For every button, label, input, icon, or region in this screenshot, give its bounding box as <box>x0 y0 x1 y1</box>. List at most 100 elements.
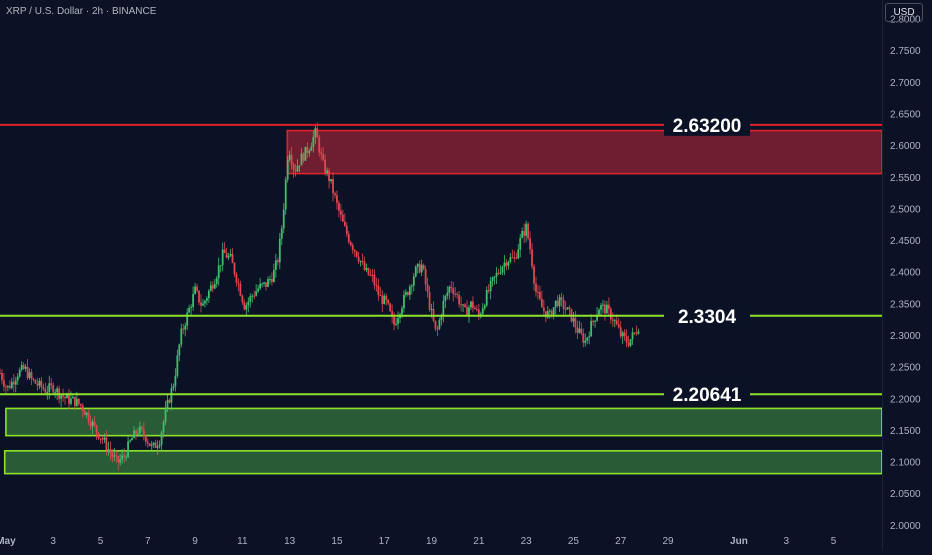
candle-body <box>91 421 94 427</box>
candle-body <box>131 438 133 441</box>
currency-button[interactable]: USD <box>885 3 923 22</box>
candle-body <box>615 320 618 325</box>
candle-body <box>568 307 571 309</box>
candle-body <box>375 284 378 286</box>
x-tick-label: 3 <box>50 536 56 547</box>
candle-body <box>556 300 559 307</box>
candle-body <box>273 269 275 282</box>
candle-body <box>606 304 608 314</box>
x-tick-label: 21 <box>473 536 485 547</box>
candle-body <box>393 316 396 325</box>
candle-body <box>180 328 183 345</box>
candle-body <box>318 137 321 153</box>
candle-body <box>150 444 153 446</box>
candle-body <box>166 399 169 409</box>
candle-body <box>414 266 417 277</box>
candle-body <box>259 283 262 289</box>
candle-body <box>446 292 449 296</box>
candle-body <box>357 256 360 262</box>
candle-body <box>20 364 23 370</box>
y-tick-label: 2.6000 <box>890 141 921 152</box>
candle-body <box>190 307 193 309</box>
candle-body <box>529 238 531 250</box>
y-tick-label: 2.7000 <box>890 78 921 89</box>
candle-body <box>42 387 45 389</box>
candle-body <box>188 307 191 313</box>
candle-body <box>607 304 610 309</box>
candle-body <box>424 269 427 285</box>
candle-body <box>338 202 340 211</box>
y-tick-label: 2.4500 <box>890 236 921 247</box>
candle-body <box>133 430 135 439</box>
candle-body <box>604 304 606 314</box>
x-tick-label: 5 <box>831 536 837 547</box>
candle-body <box>223 249 226 253</box>
candle-body <box>566 307 569 310</box>
candle-body <box>302 153 305 161</box>
candle-body <box>72 396 74 399</box>
candle-body <box>619 327 622 337</box>
candle-body <box>261 283 263 285</box>
candle-body <box>466 306 468 316</box>
x-tick-label: 23 <box>521 536 533 547</box>
candle-body <box>517 249 520 259</box>
candle-body <box>531 249 533 267</box>
candle-body <box>542 307 545 312</box>
candle-body <box>584 340 587 343</box>
candle-body <box>405 292 407 295</box>
y-tick-label: 2.3500 <box>890 299 921 310</box>
candle-body <box>355 251 358 257</box>
x-tick-label: 3 <box>783 536 789 547</box>
candle-body <box>395 323 397 325</box>
candle-body <box>609 308 612 320</box>
y-tick-label: 2.0500 <box>890 489 921 500</box>
y-tick-label: 2.6500 <box>890 109 921 120</box>
candle-body <box>527 223 529 239</box>
candle-body <box>202 303 204 306</box>
candle-body <box>125 456 128 458</box>
y-tick-label: 2.3000 <box>890 331 921 342</box>
candle-body <box>135 430 137 435</box>
candle-body <box>320 152 323 155</box>
y-tick-label: 2.4000 <box>890 268 921 279</box>
candle-body <box>436 328 439 330</box>
candle-body <box>87 412 90 422</box>
candle-body <box>515 257 518 259</box>
candle-body <box>115 455 118 457</box>
candle-body <box>539 292 541 299</box>
candle-body <box>442 300 445 317</box>
y-tick-label: 2.2500 <box>890 363 921 374</box>
candle-body <box>129 440 131 442</box>
candle-body <box>406 292 409 295</box>
candle-body <box>267 279 269 287</box>
candle-body <box>68 394 70 404</box>
candle-body <box>336 195 338 203</box>
candle-body <box>468 307 470 316</box>
symbol-title: XRP / U.S. Dollar · 2h · BINANCE <box>6 6 157 17</box>
candle-body <box>89 421 92 427</box>
candle-body <box>339 210 342 215</box>
candle-body <box>385 295 388 300</box>
candle-body <box>475 309 478 311</box>
candle-body <box>637 331 640 334</box>
candle-body <box>560 297 563 300</box>
candle-body <box>79 403 82 406</box>
candle-body <box>255 291 258 296</box>
candle-body <box>495 272 498 277</box>
candle-body <box>535 283 537 293</box>
candle-body <box>578 328 581 333</box>
candle-body <box>586 337 589 341</box>
candle-body <box>308 150 311 153</box>
candle-body <box>235 274 238 283</box>
candle-body <box>371 274 374 276</box>
candle-body <box>282 209 285 229</box>
candle-body <box>64 396 66 399</box>
candle-body <box>460 304 462 306</box>
candle-body <box>588 336 591 338</box>
candle-body <box>562 299 565 309</box>
x-tick-label: 19 <box>426 536 438 547</box>
candle-body <box>487 290 490 292</box>
candle-body <box>207 290 210 299</box>
